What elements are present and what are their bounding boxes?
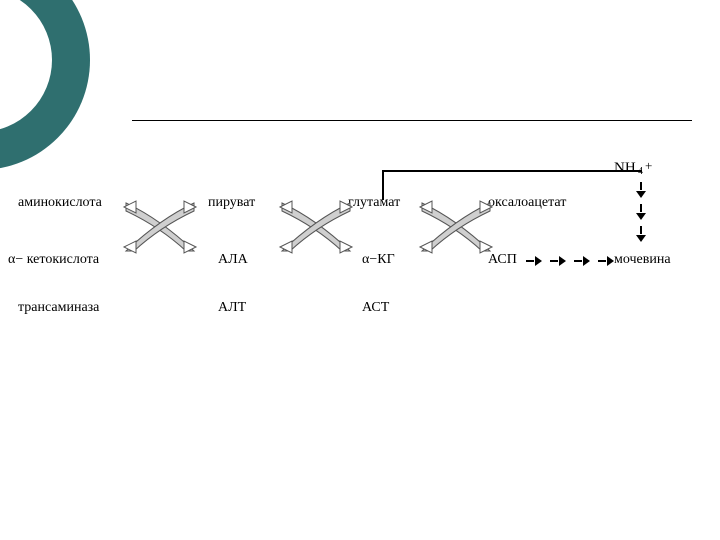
- label-transaminase: трансаминаза: [18, 300, 99, 316]
- arrow-right-icon: [550, 256, 566, 266]
- label-pyruvate: пируват: [208, 195, 255, 211]
- label-urea: мочевина: [614, 252, 671, 268]
- arrow-right-icon: [526, 256, 542, 266]
- label-ala: АЛА: [218, 252, 248, 268]
- connector-glutamate-nh4: [382, 170, 642, 200]
- arrow-down-icon: [636, 182, 646, 198]
- arrow-down-icon: [636, 226, 646, 242]
- label-alpha-kg: α−КГ: [362, 252, 395, 268]
- label-alt: АЛТ: [218, 300, 246, 316]
- label-nh4-plus: +: [645, 158, 652, 174]
- exchange-icon-1: [122, 197, 198, 257]
- label-amino-acid: аминокислота: [18, 195, 102, 211]
- arrow-down-icon: [636, 204, 646, 220]
- arrow-right-icon: [574, 256, 590, 266]
- exchange-icon-3: [418, 197, 494, 257]
- arrow-right-icon: [598, 256, 614, 266]
- title-rule: [132, 120, 692, 121]
- exchange-icon-2: [278, 197, 354, 257]
- label-ast: АСТ: [362, 300, 389, 316]
- label-alpha-keto: α− кетокислота: [8, 252, 99, 268]
